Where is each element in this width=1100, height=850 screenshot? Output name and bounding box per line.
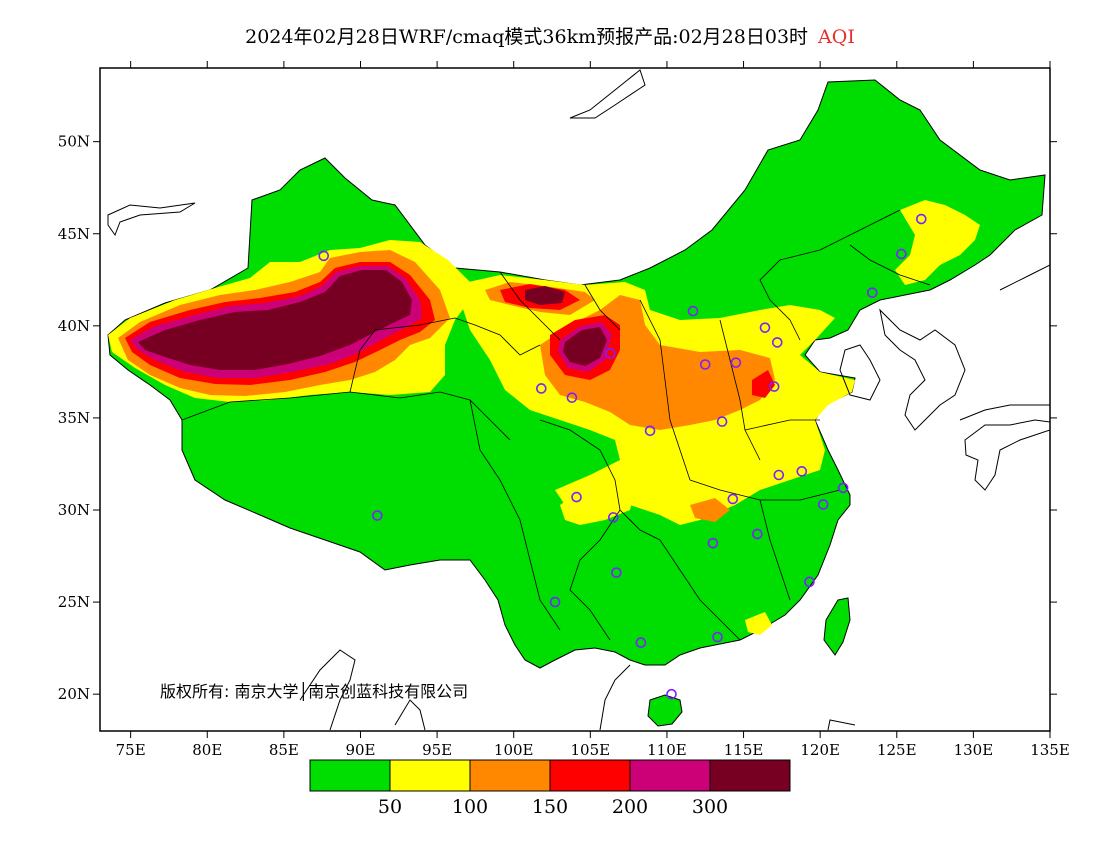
station-marker <box>535 383 547 394</box>
lon-tick-label: 115E <box>724 741 764 759</box>
aqi-region-maroon-west <box>138 270 412 370</box>
lat-tick-label: 20N <box>58 685 90 703</box>
lat-tick-label: 35N <box>58 409 90 427</box>
lon-tick-label: 90E <box>345 741 375 759</box>
station-marker <box>817 499 829 510</box>
longitude-axis: 75E 80E 85E 90E 95E 100E 105E 110E 115E 120E 125E 1… <box>116 61 1070 759</box>
aqi-region-maroon-hexi <box>525 286 565 305</box>
legend-swatch <box>549 759 631 792</box>
station-marker <box>866 287 878 298</box>
station-marker <box>707 537 719 549</box>
station-marker <box>699 359 711 370</box>
station-marker <box>666 688 677 700</box>
latitude-axis: 50N 45N 40N 35N 30N 25N 20N <box>58 133 1057 703</box>
legend-label: 100 <box>452 796 488 818</box>
lon-tick-label: 130E <box>954 741 994 759</box>
station-marker <box>571 491 582 503</box>
station-marker <box>608 512 619 523</box>
lat-tick-label: 30N <box>58 501 90 519</box>
station-marker <box>372 510 383 521</box>
lat-tick-label: 25N <box>58 593 90 611</box>
station-marker <box>915 213 927 225</box>
lon-tick-label: 120E <box>800 741 840 759</box>
aqi-region-maroon-central <box>563 327 607 366</box>
legend-swatch <box>389 759 471 792</box>
hainan-island <box>647 694 683 727</box>
copyright-text: 版权所有: 南京大学│南京创蓝科技有限公司 <box>160 681 468 701</box>
station-marker <box>896 248 907 260</box>
aqi-region-red-hebei <box>752 370 775 398</box>
lon-tick-label: 100E <box>494 741 534 759</box>
station-marker <box>716 416 728 427</box>
province-boundaries <box>181 209 931 641</box>
legend-swatch <box>629 759 711 792</box>
station-marker <box>768 381 780 392</box>
aqi-region-orange-hubei <box>690 498 730 522</box>
legend-swatch <box>469 759 551 792</box>
aqi-region-yellow-south <box>745 612 772 635</box>
station-marker <box>837 482 849 494</box>
station-marker <box>727 493 739 505</box>
station-marker <box>635 637 647 648</box>
station-marker <box>730 357 742 368</box>
lon-tick-label: 80E <box>192 741 222 759</box>
station-marker <box>752 528 763 540</box>
lat-tick-label: 50N <box>58 133 90 151</box>
station-marker <box>566 392 578 403</box>
station-marker <box>773 469 785 481</box>
lon-tick-label: 125E <box>877 741 917 759</box>
lon-tick-label: 105E <box>571 741 611 759</box>
legend-label: 50 <box>378 796 402 818</box>
legend-swatch <box>709 759 791 792</box>
legend-swatch <box>309 759 391 792</box>
station-marker <box>712 631 723 643</box>
legend-label: 200 <box>612 796 648 818</box>
station-marker <box>604 348 616 359</box>
neighbor-coastlines <box>107 69 1050 731</box>
lat-tick-label: 40N <box>58 317 90 335</box>
lon-tick-label: 95E <box>422 741 452 759</box>
station-marker <box>318 250 330 262</box>
monitoring-stations <box>318 213 927 700</box>
legend-label: 300 <box>692 796 728 818</box>
aqi-region-yellow-northeast <box>895 200 980 285</box>
station-marker <box>771 337 783 348</box>
station-marker <box>611 567 622 578</box>
legend-label: 150 <box>532 796 568 818</box>
station-marker <box>549 596 561 608</box>
title-variable: AQI <box>818 26 855 48</box>
aqi-color-legend: 50 100 150 200 300 <box>309 759 791 818</box>
taiwan-island <box>823 597 851 656</box>
map-frame <box>99 67 1051 732</box>
lon-tick-label: 110E <box>647 741 687 759</box>
station-marker <box>687 305 699 317</box>
station-marker <box>644 425 656 437</box>
lat-tick-label: 45N <box>58 225 90 243</box>
station-marker <box>804 576 815 588</box>
lon-tick-label: 75E <box>116 741 146 759</box>
station-marker <box>796 466 808 477</box>
lon-tick-label: 135E <box>1030 741 1070 759</box>
title-main: 2024年02月28日WRF/cmaq模式36km预报产品:02月28日03时 <box>245 26 809 48</box>
map-content <box>107 69 1050 731</box>
map-title: 2024年02月28日WRF/cmaq模式36km预报产品:02月28日03时 A… <box>0 22 1100 49</box>
station-marker <box>759 322 771 333</box>
lon-tick-label: 85E <box>269 741 299 759</box>
